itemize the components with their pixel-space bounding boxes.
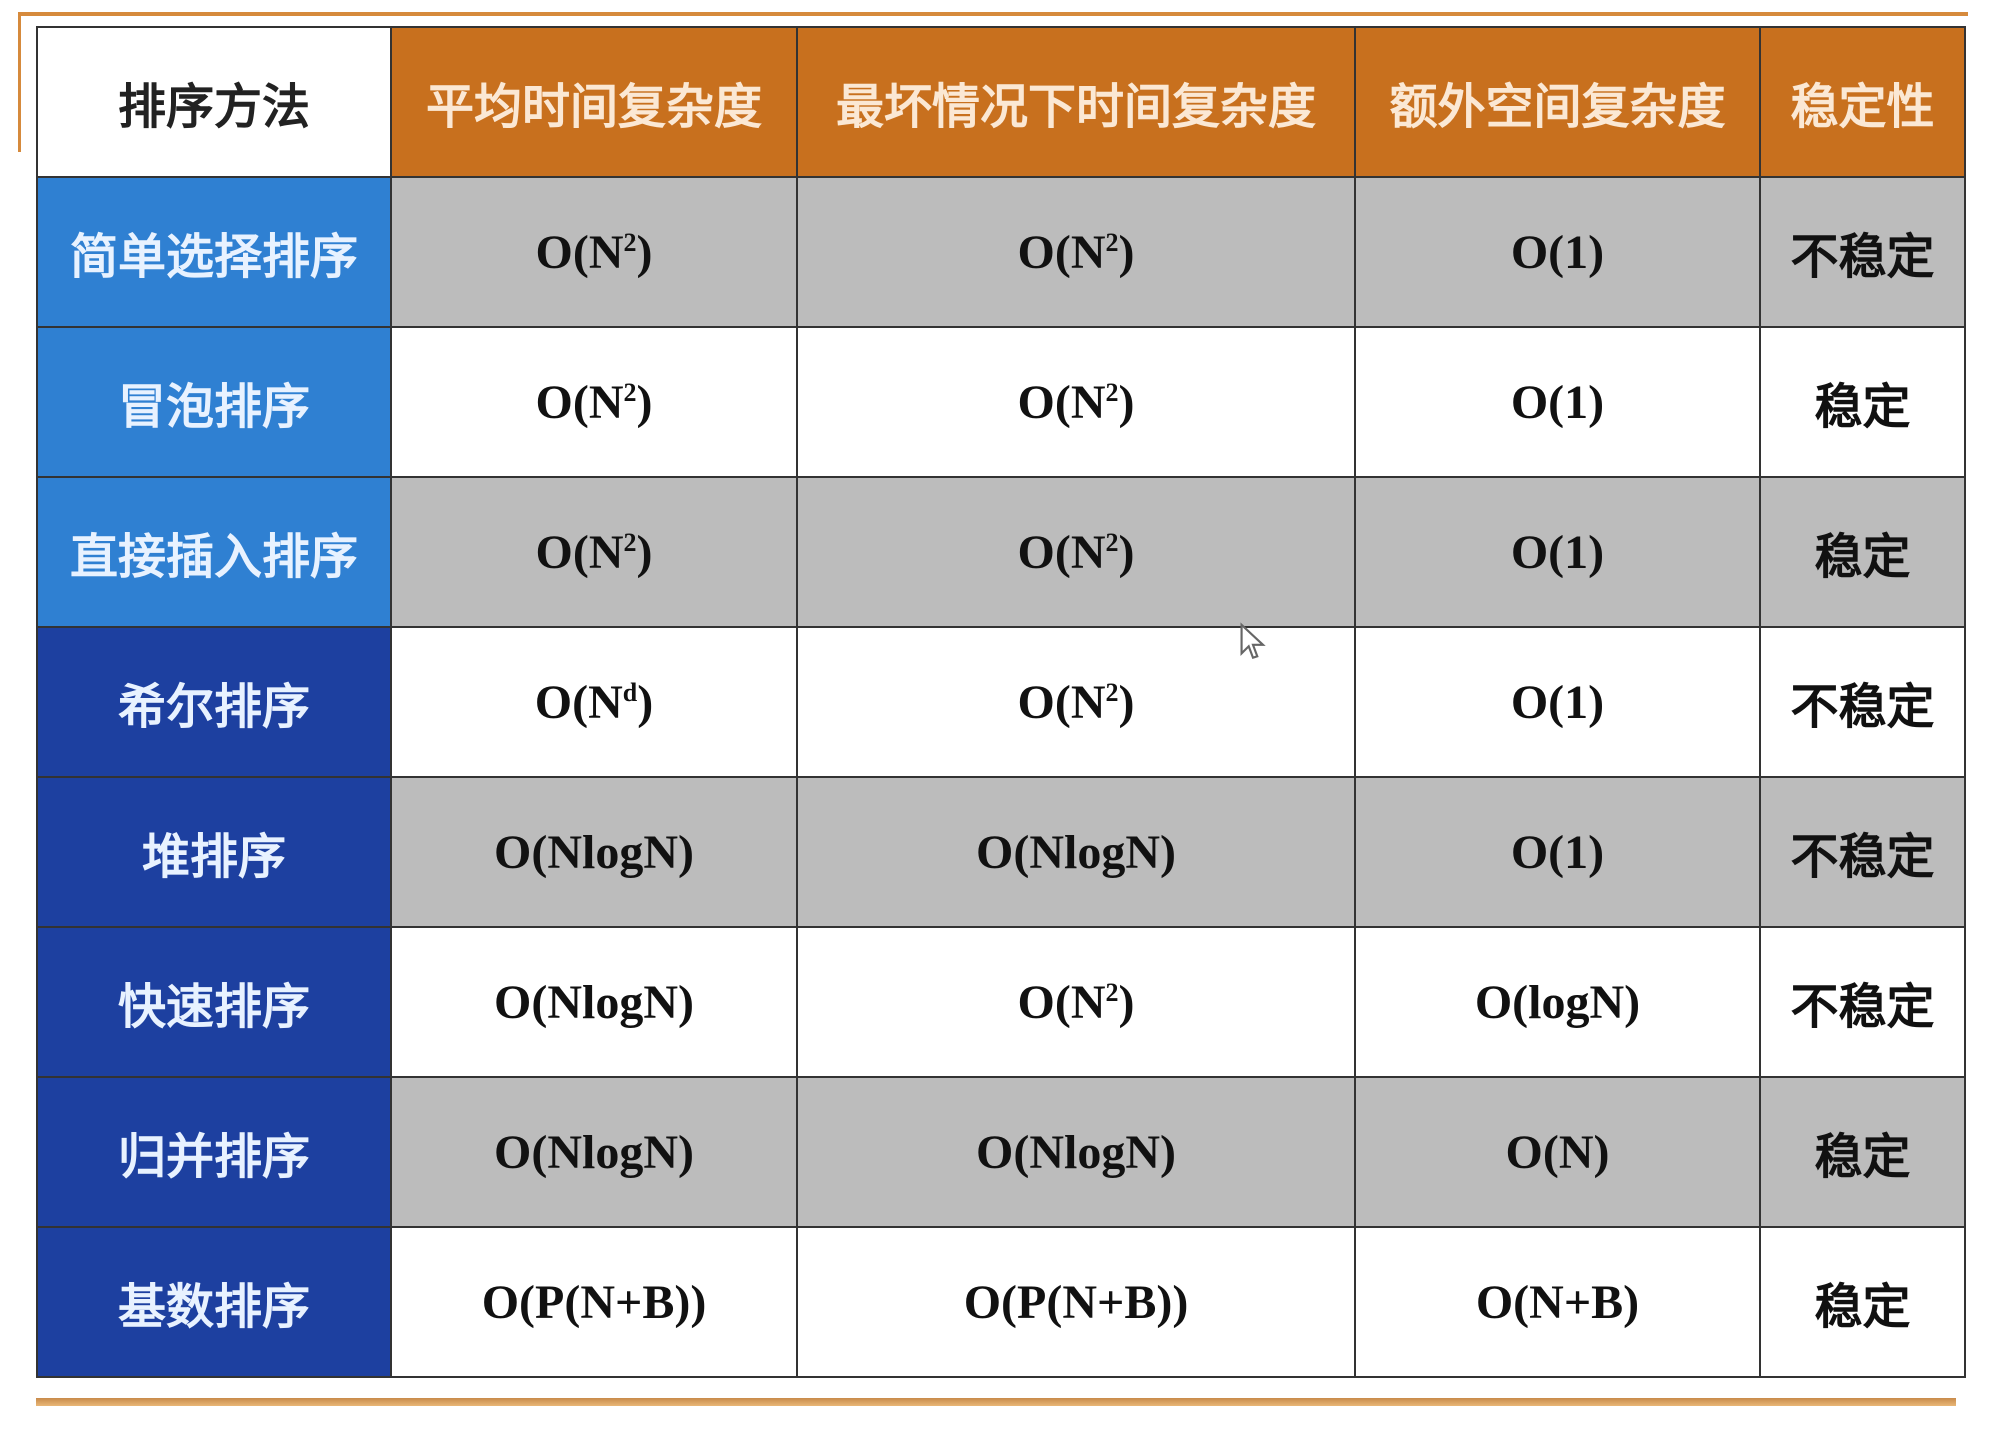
left-border-line (18, 12, 21, 152)
worst-time-cell: O(N2) (796, 176, 1356, 328)
stability-cell: 稳定 (1759, 1226, 1966, 1378)
value-text: O(NlogN) (494, 1125, 694, 1179)
average-time-cell: O(NlogN) (390, 926, 798, 1078)
table-row: 归并排序 O(NlogN) O(NlogN) O(N) 稳定 (36, 1076, 1966, 1228)
average-time-cell: O(N2) (390, 176, 798, 328)
header-cell: 稳定性 (1759, 26, 1966, 178)
exponent: d (622, 677, 638, 707)
value-text: O(NlogN) (494, 825, 694, 879)
value-text-end: ) (1118, 375, 1135, 429)
method-cell: 归并排序 (36, 1076, 392, 1228)
worst-time-cell: O(NlogN) (796, 1076, 1356, 1228)
worst-time-cell: O(N2) (796, 926, 1356, 1078)
exponent: 2 (623, 227, 637, 257)
stability-cell: 稳定 (1759, 1076, 1966, 1228)
value-text-end: ) (637, 675, 654, 729)
method-cell: 希尔排序 (36, 626, 392, 778)
value-text: O(P(N+B)) (963, 1275, 1189, 1329)
stability-cell: 不稳定 (1759, 176, 1966, 328)
exponent: 2 (1105, 677, 1119, 707)
worst-time-cell: O(N2) (796, 476, 1356, 628)
value-text: O(NlogN) (494, 975, 694, 1029)
header-cell: 平均时间复杂度 (390, 26, 798, 178)
header-row: 排序方法 平均时间复杂度 最坏情况下时间复杂度 额外空间复杂度 稳定性 (36, 26, 1966, 178)
method-cell: 基数排序 (36, 1226, 392, 1378)
value-text: O(N (1017, 225, 1106, 279)
header-cell: 排序方法 (36, 26, 392, 178)
space-cell: O(1) (1354, 476, 1761, 628)
table-row: 冒泡排序 O(N2) O(N2) O(1) 稳定 (36, 326, 1966, 478)
top-border-line (18, 12, 1968, 16)
exponent: 2 (623, 527, 637, 557)
header-cell: 最坏情况下时间复杂度 (796, 26, 1356, 178)
stability-cell: 不稳定 (1759, 626, 1966, 778)
worst-time-cell: O(NlogN) (796, 776, 1356, 928)
worst-time-cell: O(N2) (796, 626, 1356, 778)
stability-cell: 稳定 (1759, 326, 1966, 478)
space-cell: O(1) (1354, 776, 1761, 928)
exponent: 2 (1105, 377, 1119, 407)
average-time-cell: O(P(N+B)) (390, 1226, 798, 1378)
value-text-end: ) (1118, 225, 1135, 279)
average-time-cell: O(Nd) (390, 626, 798, 778)
space-cell: O(N) (1354, 1076, 1761, 1228)
stability-cell: 不稳定 (1759, 926, 1966, 1078)
table-row: 简单选择排序 O(N2) O(N2) O(1) 不稳定 (36, 176, 1966, 328)
value-text: O(N (535, 525, 624, 579)
table-row: 希尔排序 O(Nd) O(N2) O(1) 不稳定 (36, 626, 1966, 778)
table-row: 堆排序 O(NlogN) O(NlogN) O(1) 不稳定 (36, 776, 1966, 928)
average-time-cell: O(N2) (390, 326, 798, 478)
value-text: O(N (535, 375, 624, 429)
average-time-cell: O(NlogN) (390, 776, 798, 928)
worst-time-cell: O(P(N+B)) (796, 1226, 1356, 1378)
value-text: O(N (534, 675, 623, 729)
method-cell: 冒泡排序 (36, 326, 392, 478)
stability-cell: 不稳定 (1759, 776, 1966, 928)
method-cell: 堆排序 (36, 776, 392, 928)
exponent: 2 (1105, 977, 1119, 1007)
value-text: O(N (1017, 525, 1106, 579)
table-row: 快速排序 O(NlogN) O(N2) O(logN) 不稳定 (36, 926, 1966, 1078)
exponent: 2 (1105, 527, 1119, 557)
value-text: O(NlogN) (976, 1125, 1176, 1179)
sorting-complexity-table: 排序方法 平均时间复杂度 最坏情况下时间复杂度 额外空间复杂度 稳定性 简单选择… (36, 26, 1966, 1378)
value-text: O(N (1017, 375, 1106, 429)
value-text-end: ) (1118, 675, 1135, 729)
table-row: 直接插入排序 O(N2) O(N2) O(1) 稳定 (36, 476, 1966, 628)
value-text: O(P(N+B)) (481, 1275, 707, 1329)
space-cell: O(1) (1354, 626, 1761, 778)
value-text-end: ) (636, 375, 653, 429)
space-cell: O(N+B) (1354, 1226, 1761, 1378)
space-cell: O(logN) (1354, 926, 1761, 1078)
value-text-end: ) (636, 525, 653, 579)
exponent: 2 (1105, 227, 1119, 257)
value-text-end: ) (1118, 525, 1135, 579)
exponent: 2 (623, 377, 637, 407)
worst-time-cell: O(N2) (796, 326, 1356, 478)
average-time-cell: O(N2) (390, 476, 798, 628)
value-text: O(NlogN) (976, 825, 1176, 879)
average-time-cell: O(NlogN) (390, 1076, 798, 1228)
value-text: O(N (1017, 975, 1106, 1029)
method-cell: 快速排序 (36, 926, 392, 1078)
space-cell: O(1) (1354, 326, 1761, 478)
value-text: O(N (1017, 675, 1106, 729)
method-cell: 简单选择排序 (36, 176, 392, 328)
value-text: O(N (535, 225, 624, 279)
mouse-cursor-icon (1240, 622, 1266, 660)
value-text-end: ) (636, 225, 653, 279)
table-row: 基数排序 O(P(N+B)) O(P(N+B)) O(N+B) 稳定 (36, 1226, 1966, 1378)
space-cell: O(1) (1354, 176, 1761, 328)
stability-cell: 稳定 (1759, 476, 1966, 628)
header-cell: 额外空间复杂度 (1354, 26, 1761, 178)
method-cell: 直接插入排序 (36, 476, 392, 628)
bottom-border-line (36, 1398, 1956, 1406)
value-text-end: ) (1118, 975, 1135, 1029)
